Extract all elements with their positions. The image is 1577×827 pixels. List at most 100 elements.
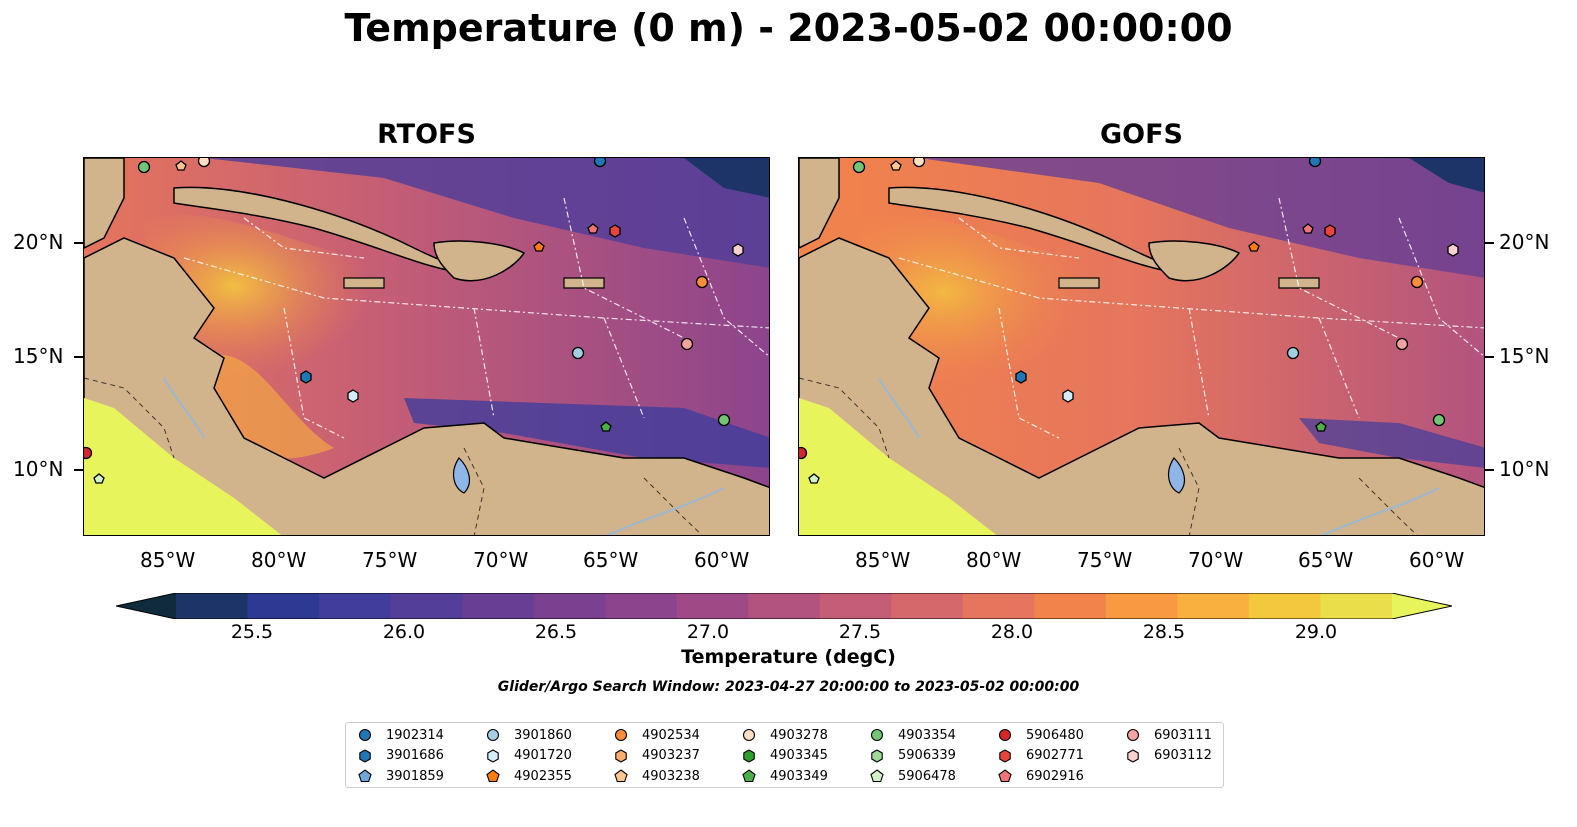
colorbar-segment: [247, 593, 320, 619]
legend-item-label: 4903237: [642, 748, 700, 763]
tick: [1485, 242, 1494, 244]
lon-label-60w-gofs: 60°W: [1409, 548, 1465, 572]
rtofs-markers: [84, 158, 744, 484]
legend-item: 5906478: [870, 766, 956, 786]
colorbar-tick-label: 26.5: [534, 621, 578, 643]
legend-item-label: 4903278: [770, 727, 828, 743]
tick: [1485, 469, 1494, 471]
legend-item: 1902314: [358, 725, 444, 745]
circle-marker-icon: [742, 728, 756, 742]
pentagon-marker-icon: [742, 769, 756, 783]
colorbar-tick-label: 29.0: [1294, 621, 1338, 643]
colorbar-segment: [676, 593, 749, 619]
pentagon-marker-icon: [998, 769, 1012, 783]
legend-item: 6903111: [1126, 725, 1212, 745]
legend-item: 4902534: [614, 725, 700, 745]
legend-item-label: 4902534: [642, 727, 700, 743]
rtofs-map-canvas: [84, 158, 769, 535]
legend-item: 6902771: [998, 746, 1084, 766]
search-window-subtitle: Glider/Argo Search Window: 2023-04-27 20…: [497, 679, 1080, 695]
colorbar-tick-label: 26.0: [382, 621, 426, 643]
lon-label-85w-gofs: 85°W: [855, 548, 911, 572]
lon-label-65w-gofs: 65°W: [1298, 548, 1354, 572]
circle-marker-icon: [998, 728, 1012, 742]
legend-item-label: 6902771: [1026, 748, 1084, 763]
lon-label-70w-gofs: 70°W: [1188, 548, 1244, 572]
panel-title-rtofs: RTOFS: [377, 119, 476, 150]
legend-item-label: 4901720: [514, 748, 572, 763]
hexagon-marker-icon: [871, 748, 883, 763]
hexagon-marker-icon: [1127, 748, 1139, 763]
legend-item-label: 3901686: [386, 748, 444, 763]
colorbar-segment: [1177, 593, 1250, 619]
circle-marker-icon: [1126, 728, 1140, 742]
colorbar-segment: [1034, 593, 1107, 619]
circle-marker-icon: [486, 728, 500, 742]
legend-item-label: 3901860: [514, 727, 572, 743]
legend-item-label: 4903345: [770, 748, 828, 763]
legend-item: 4903237: [614, 746, 700, 766]
legend-item-label: 3901859: [386, 768, 444, 784]
legend-item: 4903349: [742, 766, 828, 786]
colorbar-segment: [748, 593, 821, 619]
hexagon-marker-icon: [487, 748, 499, 763]
float-legend: 1902314 3901686 3901859 3901860 4901720 49023…: [345, 722, 1224, 788]
legend-item: 4901720: [486, 746, 572, 766]
pentagon-marker-icon: [486, 769, 500, 783]
legend-item: 3901860: [486, 725, 572, 745]
legend-item-label: 5906339: [898, 748, 956, 763]
legend-item: 4902355: [486, 766, 572, 786]
legend-item: 4903278: [742, 725, 828, 745]
pentagon-marker-icon: [358, 769, 372, 783]
figure-title: Temperature (0 m) - 2023-05-02 00:00:00: [344, 6, 1233, 50]
lat-label-15n-left: 15°N: [13, 344, 64, 368]
colorbar-segment: [605, 593, 678, 619]
gofs-map-canvas: [799, 158, 1484, 535]
colorbar-tick-label: 25.5: [230, 621, 274, 643]
colorbar-segment: [462, 593, 535, 619]
legend-item: 5906339: [870, 746, 956, 766]
colorbar-tick-label: 27.5: [838, 621, 882, 643]
colorbar-under-extend: [116, 593, 176, 619]
legend-item-label: 6903111: [1154, 727, 1212, 743]
colorbar-segment: [1248, 593, 1321, 619]
legend-item-label: 4903354: [898, 727, 956, 743]
lon-label-80w-gofs: 80°W: [966, 548, 1022, 572]
legend-item-label: 4903238: [642, 768, 700, 784]
colorbar-segment: [176, 593, 249, 619]
circle-marker-icon: [614, 728, 628, 742]
circle-marker-icon: [358, 728, 372, 742]
legend-item-label: 6903112: [1154, 748, 1212, 763]
colorbar-tick-label: 28.0: [990, 621, 1034, 643]
legend-item-label: 1902314: [386, 727, 444, 743]
colorbar-segment: [390, 593, 463, 619]
legend-item: 6903112: [1126, 746, 1212, 766]
legend-item: 6902916: [998, 766, 1084, 786]
lon-label-65w-rtofs: 65°W: [583, 548, 639, 572]
colorbar-tick-label: 28.5: [1142, 621, 1186, 643]
colorbar-segment: [962, 593, 1035, 619]
legend-item-label: 5906480: [1026, 727, 1084, 743]
legend-item: 4903238: [614, 766, 700, 786]
pentagon-marker-icon: [614, 769, 628, 783]
legend-item: 5906480: [998, 725, 1084, 745]
colorbar-segment: [891, 593, 964, 619]
panel-title-gofs: GOFS: [1099, 119, 1183, 150]
lat-label-20n-right: 20°N: [1499, 230, 1550, 254]
rtofs-map[interactable]: [83, 157, 770, 536]
tick: [74, 469, 83, 471]
legend-item: 4903345: [742, 746, 828, 766]
legend-item: 3901859: [358, 766, 444, 786]
legend-item: 4903354: [870, 725, 956, 745]
lon-label-75w-gofs: 75°W: [1077, 548, 1133, 572]
gofs-map[interactable]: [798, 157, 1485, 536]
colorbar-over-extend: [1392, 593, 1452, 619]
legend-item-label: 4903349: [770, 768, 828, 784]
hexagon-marker-icon: [999, 748, 1011, 763]
colorbar-segment: [819, 593, 892, 619]
legend-item: 3901686: [358, 746, 444, 766]
hexagon-marker-icon: [615, 748, 627, 763]
colorbar-segment: [1105, 593, 1178, 619]
lon-label-70w-rtofs: 70°W: [473, 548, 529, 572]
lat-label-10n-right: 10°N: [1499, 457, 1550, 481]
